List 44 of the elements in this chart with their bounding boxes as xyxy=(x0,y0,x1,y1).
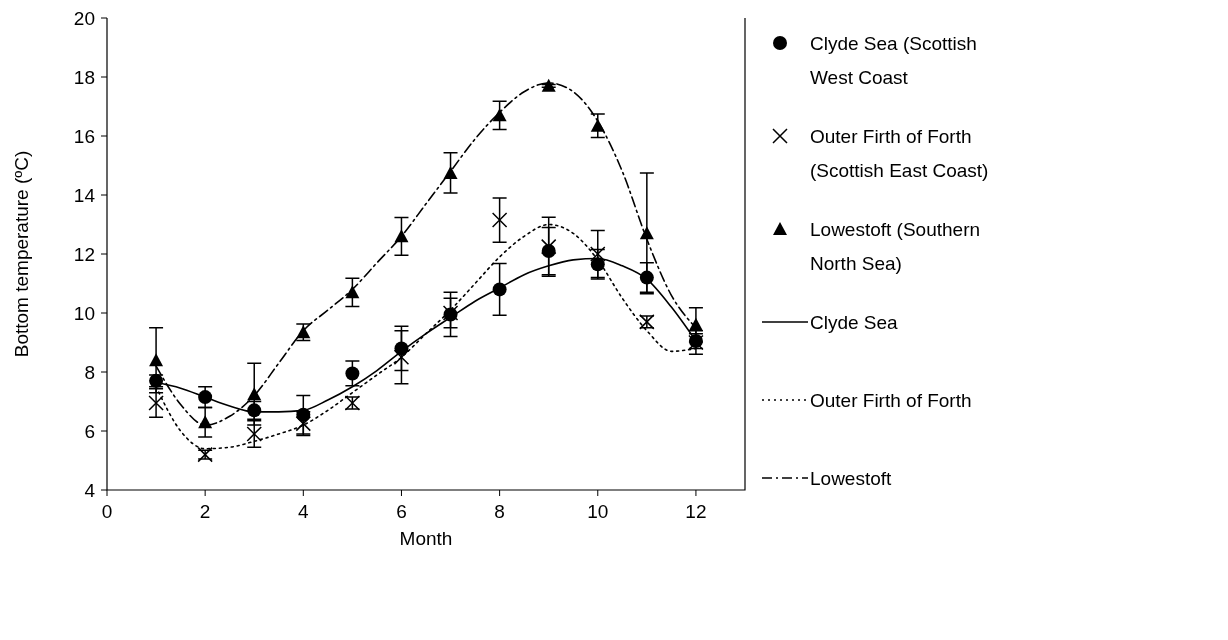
x-tick-label: 6 xyxy=(396,501,407,522)
point xyxy=(345,285,360,299)
x-tick-label: 0 xyxy=(101,501,113,522)
point xyxy=(491,212,508,228)
legend-label: Outer Firth of Forth xyxy=(810,389,972,411)
point xyxy=(492,108,507,122)
legend-label: Clyde Sea xyxy=(810,311,899,333)
point xyxy=(394,229,409,243)
x-tick-label: 4 xyxy=(298,501,310,522)
x-tick-label: 8 xyxy=(494,501,505,522)
legend-label: Lowestoft xyxy=(810,467,893,489)
point xyxy=(198,390,213,405)
x-tick-label: 2 xyxy=(199,501,211,522)
point xyxy=(492,282,507,297)
point xyxy=(198,415,213,429)
y-axis-title: Bottom temperature (ºC) xyxy=(11,150,32,358)
y-tick-label: 18 xyxy=(73,66,95,88)
point xyxy=(639,226,654,240)
point xyxy=(246,426,262,442)
point xyxy=(345,366,360,381)
y-tick-label: 10 xyxy=(73,302,95,324)
y-tick-label: 12 xyxy=(73,243,95,265)
x-tick-label: 10 xyxy=(587,501,609,522)
x-tick-label: 12 xyxy=(685,501,707,522)
point xyxy=(688,317,703,331)
x-axis-title: Month xyxy=(399,528,453,549)
point xyxy=(295,415,312,432)
y-tick-label: 8 xyxy=(84,361,95,383)
point xyxy=(393,349,410,365)
point xyxy=(148,395,164,411)
legend-label: Clyde Sea (Scottish West Coast xyxy=(810,32,977,88)
point xyxy=(247,387,262,401)
y-tick-label: 20 xyxy=(73,7,95,29)
point xyxy=(443,165,458,179)
legend-label: Outer Firth of Forth (Scottish East Coast) xyxy=(810,125,989,181)
point xyxy=(590,118,605,132)
y-tick-label: 14 xyxy=(73,184,96,206)
y-tick-label: 4 xyxy=(84,479,96,501)
legend-label: Lowestoft (Southern North Sea) xyxy=(810,218,981,274)
point xyxy=(540,238,557,255)
point xyxy=(541,78,556,92)
point xyxy=(149,353,164,367)
y-tick-label: 16 xyxy=(73,125,95,147)
y-tick-label: 6 xyxy=(84,420,95,442)
